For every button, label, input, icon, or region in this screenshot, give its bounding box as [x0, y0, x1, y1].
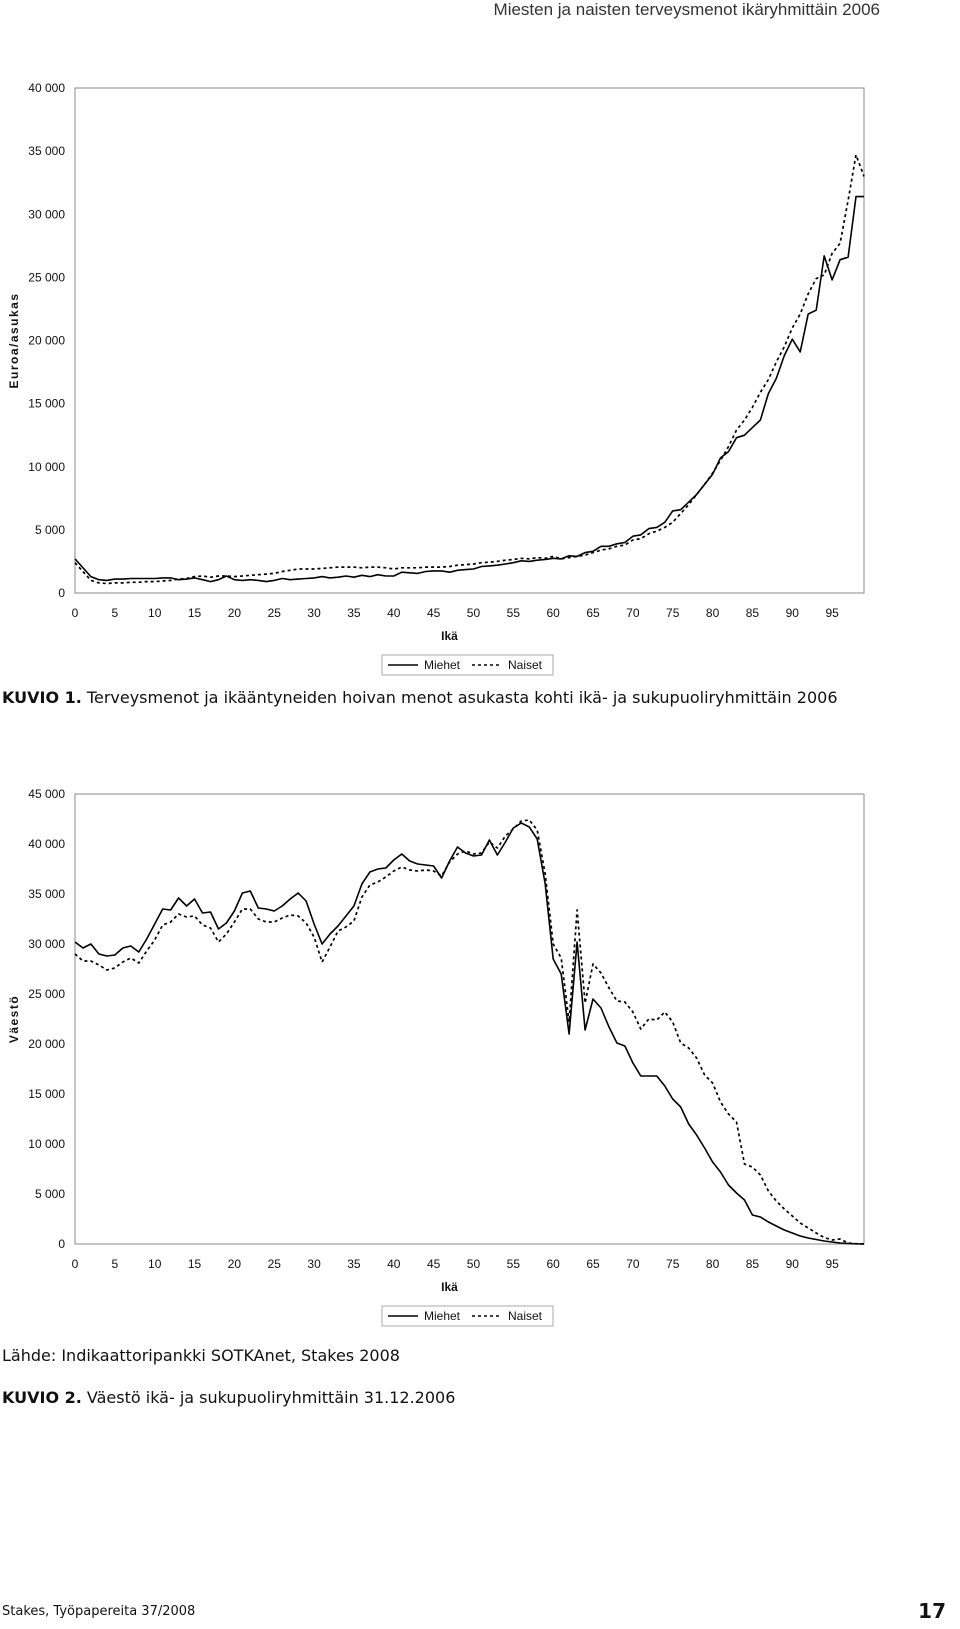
x-tick-label: 15: [188, 606, 202, 620]
y-axis-label: Euroa/asukas: [7, 292, 21, 388]
x-tick-label: 0: [72, 606, 79, 620]
figure1-caption: KUVIO 1. Terveysmenot ja ikääntyneiden h…: [2, 688, 838, 707]
x-tick-label: 50: [467, 606, 481, 620]
data-source: Lähde: Indikaattoripankki SOTKAnet, Stak…: [2, 1346, 400, 1365]
x-tick-label: 50: [467, 1257, 481, 1271]
figure2-caption-label: KUVIO 2.: [2, 1388, 82, 1407]
x-tick-label: 35: [347, 1257, 361, 1271]
figure1-caption-text: Terveysmenot ja ikääntyneiden hoivan men…: [81, 688, 838, 707]
legend-label-miehet: Miehet: [424, 1309, 461, 1323]
y-tick-label: 5 000: [35, 1187, 65, 1201]
x-tick-label: 60: [547, 606, 561, 620]
legend-label-naiset: Naiset: [508, 1309, 543, 1323]
y-tick-label: 20 000: [28, 1037, 65, 1051]
x-tick-label: 20: [228, 1257, 242, 1271]
y-axis-label: Väestö: [7, 995, 21, 1043]
x-axis-label: Ikä: [441, 1280, 458, 1294]
series-line-miehet: [74, 822, 865, 1245]
page-header-title: Miesten ja naisten terveysmenot ikäryhmi…: [493, 0, 880, 19]
chart-health-expenditure: 0 5 000 10 000 15 000 20 000 25 000 30 000 35 0…: [7, 81, 865, 676]
x-tick-label: 30: [307, 606, 321, 620]
chart-legend: Miehet Naiset: [381, 1305, 554, 1327]
x-tick-label: 55: [507, 1257, 521, 1271]
y-tick-label: 20 000: [28, 334, 65, 348]
y-tick-label: 10 000: [28, 1137, 65, 1151]
x-tick-label: 5: [112, 1257, 119, 1271]
y-tick-label: 35 000: [28, 887, 65, 901]
series-line-naiset: [74, 819, 865, 1245]
x-tick-label: 20: [228, 606, 242, 620]
x-tick-label: 90: [786, 1257, 800, 1271]
plot-area: [74, 87, 865, 594]
legend-box: [381, 1305, 554, 1327]
x-tick-label: 10: [148, 606, 162, 620]
x-tick-label: 40: [387, 606, 401, 620]
x-tick-label: 45: [427, 1257, 441, 1271]
x-tick-label: 65: [586, 1257, 600, 1271]
plot-area: [74, 793, 865, 1245]
y-tick-label: 30 000: [28, 207, 65, 221]
y-tick-label: 25 000: [28, 987, 65, 1001]
y-tick-label: 5 000: [35, 523, 65, 537]
y-tick-label: 0: [58, 586, 65, 600]
figure2-caption-text: Väestö ikä- ja sukupuoliryhmittäin 31.12…: [81, 1388, 456, 1407]
x-tick-label: 15: [188, 1257, 202, 1271]
x-tick-label: 80: [706, 1257, 720, 1271]
x-tick-label: 40: [387, 1257, 401, 1271]
x-tick-label: 75: [666, 606, 680, 620]
x-tick-label: 95: [825, 1257, 839, 1271]
x-axis-label: Ikä: [441, 629, 458, 643]
x-tick-label: 80: [706, 606, 720, 620]
x-tick-label: 10: [148, 1257, 162, 1271]
x-tick-label: 70: [626, 1257, 640, 1271]
x-tick-label: 85: [746, 606, 760, 620]
y-tick-label: 40 000: [28, 837, 65, 851]
x-tick-label: 60: [547, 1257, 561, 1271]
x-tick-label: 45: [427, 606, 441, 620]
y-tick-label: 0: [58, 1237, 65, 1251]
chart-population: 0 5 000 10 000 15 000 20 000 25 000 30 000 35 0…: [7, 787, 865, 1327]
x-tick-label: 25: [268, 606, 282, 620]
legend-label-naiset: Naiset: [508, 658, 543, 672]
x-tick-label: 0: [72, 1257, 79, 1271]
x-tick-label: 70: [626, 606, 640, 620]
y-tick-label: 45 000: [28, 787, 65, 801]
x-tick-label: 65: [586, 606, 600, 620]
series-line-miehet: [74, 195, 864, 583]
legend-label-miehet: Miehet: [424, 658, 461, 672]
footer-page-number: 17: [918, 1599, 946, 1623]
series-line-naiset: [74, 154, 865, 585]
legend-box: [381, 654, 554, 676]
y-tick-label: 15 000: [28, 1087, 65, 1101]
y-tick-label: 35 000: [28, 144, 65, 158]
y-tick-label: 15 000: [28, 397, 65, 411]
figure1-caption-label: KUVIO 1.: [2, 688, 82, 707]
y-tick-label: 30 000: [28, 937, 65, 951]
x-tick-label: 85: [746, 1257, 760, 1271]
y-tick-label: 25 000: [28, 270, 65, 284]
chart-legend: Miehet Naiset: [381, 654, 554, 676]
x-tick-label: 35: [347, 606, 361, 620]
x-tick-label: 75: [666, 1257, 680, 1271]
figure2-caption: KUVIO 2. Väestö ikä- ja sukupuoliryhmitt…: [2, 1388, 455, 1407]
x-tick-label: 25: [268, 1257, 282, 1271]
x-tick-label: 55: [507, 606, 521, 620]
x-tick-label: 95: [825, 606, 839, 620]
y-tick-label: 10 000: [28, 460, 65, 474]
x-tick-label: 90: [786, 606, 800, 620]
footer-publication: Stakes, Työpapereita 37/2008: [2, 1604, 196, 1619]
x-tick-label: 30: [307, 1257, 321, 1271]
y-tick-label: 40 000: [28, 81, 65, 95]
x-tick-label: 5: [112, 606, 119, 620]
